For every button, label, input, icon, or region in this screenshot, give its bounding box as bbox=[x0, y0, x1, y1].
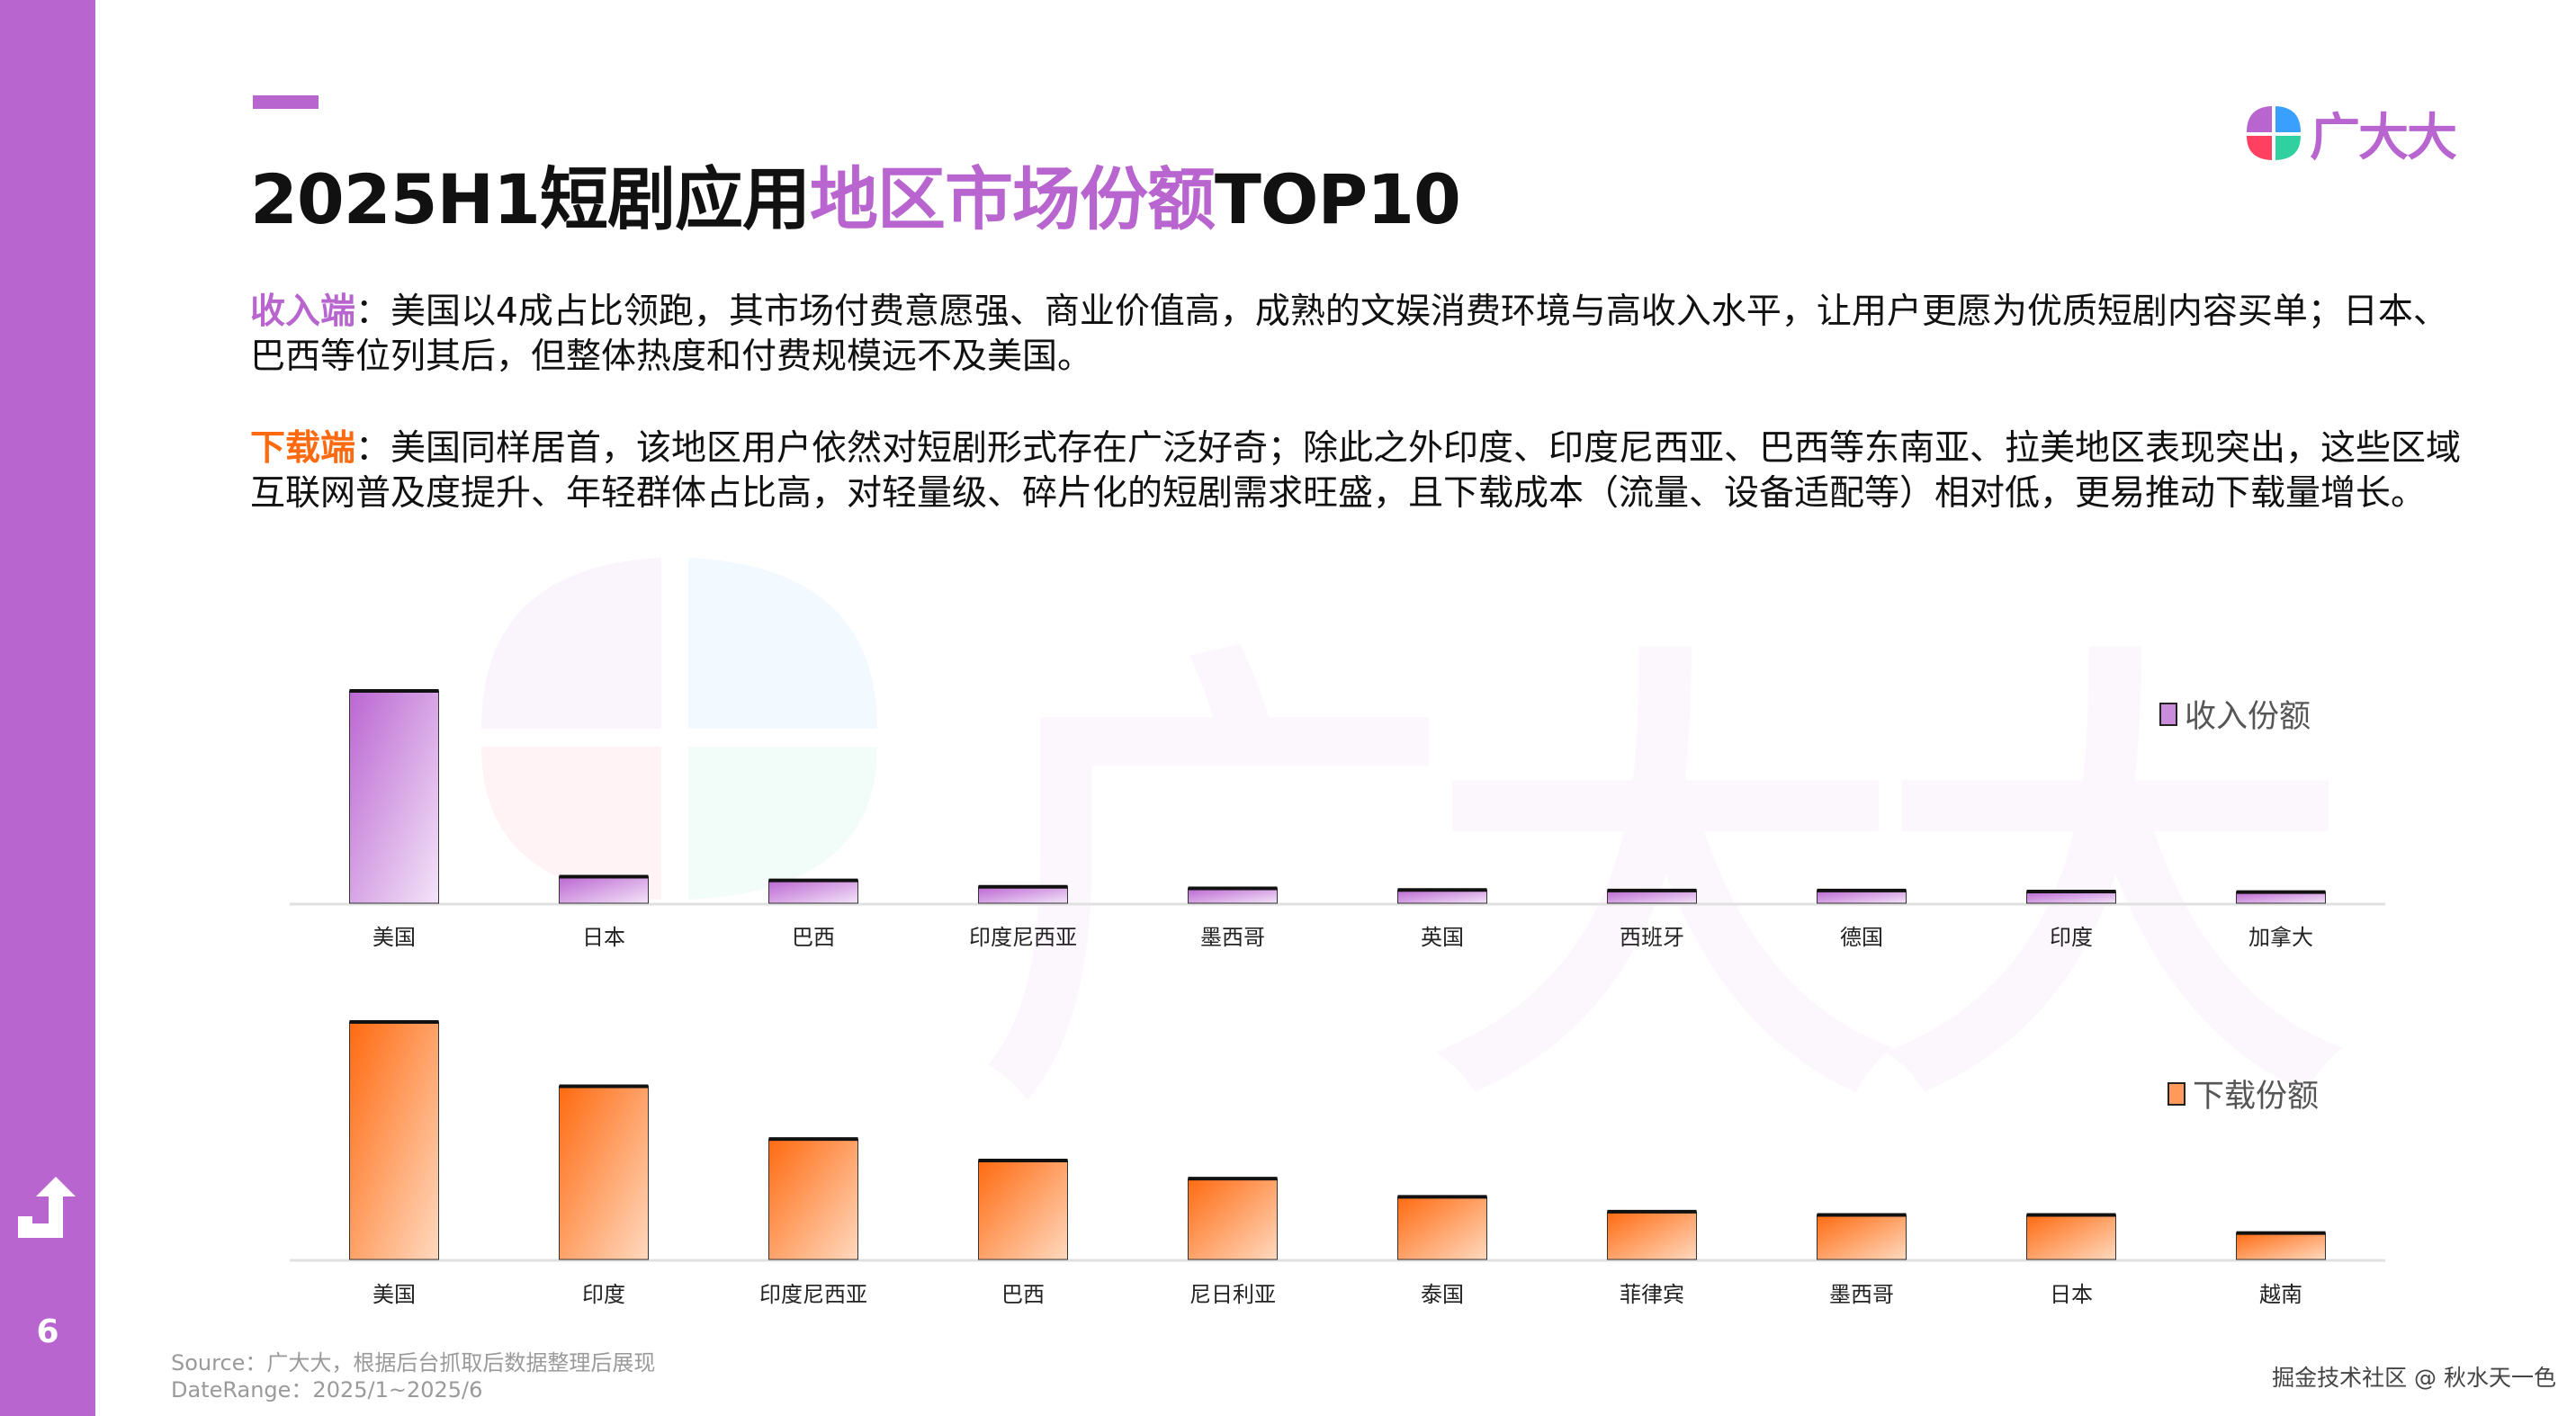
page-title: 2025H1短剧应用地区市场份额TOP10 bbox=[250, 144, 1461, 243]
revenue-bar bbox=[1817, 890, 1907, 904]
source-text: Source：广大大，根据后台抓取后数据整理后展现 bbox=[171, 1350, 656, 1376]
legend-label: 收入份额 bbox=[2185, 699, 2311, 735]
revenue-category-label: 墨西哥 bbox=[1200, 925, 1265, 950]
download-category-label: 巴西 bbox=[1001, 1282, 1045, 1307]
return-arrow-icon[interactable] bbox=[14, 1177, 83, 1245]
watermark-logo-icon bbox=[481, 558, 877, 900]
download-category-label: 日本 bbox=[2050, 1282, 2093, 1307]
download-text: ：美国同样居首，该地区用户依然对短剧形式存在广泛好奇；除此之外印度、印度尼西亚、… bbox=[250, 428, 2462, 514]
revenue-category-label: 印度 bbox=[2050, 925, 2093, 950]
revenue-text: ：美国以4成占比领跑，其市场付费意愿强、商业价值高，成熟的文娱消费环境与高收入水… bbox=[250, 291, 2448, 377]
revenue-category-label: 德国 bbox=[1840, 925, 1883, 950]
download-category-label: 墨西哥 bbox=[1829, 1282, 1894, 1307]
source-note: Source：广大大，根据后台抓取后数据整理后展现 DateRange：2025/… bbox=[171, 1349, 655, 1403]
download-category-label: 美国 bbox=[372, 1282, 416, 1307]
download-bar bbox=[2026, 1214, 2116, 1260]
revenue-label: 收入端 bbox=[250, 291, 356, 332]
legend-revenue: 收入份额 bbox=[2159, 691, 2311, 737]
download-category-label: 尼日利亚 bbox=[1189, 1282, 1276, 1307]
revenue-bar bbox=[1607, 890, 1697, 904]
download-bar bbox=[1607, 1211, 1697, 1260]
revenue-category-label: 日本 bbox=[582, 925, 625, 950]
logo-icon bbox=[2247, 106, 2301, 160]
title-accent-dash bbox=[253, 95, 319, 109]
revenue-bar bbox=[559, 876, 649, 904]
legend-swatch bbox=[2159, 702, 2177, 726]
brand-logo: 广大大 bbox=[2245, 99, 2457, 167]
revenue-category-label: 加拿大 bbox=[2248, 925, 2313, 950]
sidebar-strip bbox=[0, 0, 95, 1416]
revenue-bar bbox=[349, 690, 439, 904]
download-bar bbox=[1188, 1178, 1278, 1260]
title-highlight: 地区市场份额 bbox=[810, 159, 1216, 239]
download-category-label: 菲律宾 bbox=[1620, 1282, 1684, 1307]
credit-watermark: 掘金技术社区 @ 秋水天一色 bbox=[2272, 1365, 2556, 1391]
download-category-label: 印度 bbox=[582, 1282, 625, 1307]
legend-swatch bbox=[2168, 1081, 2186, 1106]
download-bar bbox=[978, 1160, 1068, 1260]
logo-text: 广大大 bbox=[2310, 108, 2457, 167]
revenue-category-label: 西班牙 bbox=[1620, 925, 1684, 950]
download-category-label: 越南 bbox=[2259, 1282, 2302, 1307]
download-bar bbox=[1397, 1196, 1487, 1260]
download-bar bbox=[1817, 1214, 1907, 1260]
revenue-paragraph: 收入端：美国以4成占比领跑，其市场付费意愿强、商业价值高，成熟的文娱消费环境与高… bbox=[250, 290, 2473, 380]
revenue-bar bbox=[1397, 889, 1487, 904]
revenue-category-label: 英国 bbox=[1421, 925, 1464, 950]
download-category-label: 印度尼西亚 bbox=[759, 1282, 867, 1307]
download-category-label: 泰国 bbox=[1421, 1282, 1464, 1307]
download-label: 下载端 bbox=[250, 428, 356, 469]
revenue-category-label: 美国 bbox=[372, 925, 416, 950]
title-part1: 2025H1短剧应用 bbox=[250, 159, 811, 239]
download-bar bbox=[559, 1086, 649, 1260]
revenue-bar bbox=[978, 886, 1068, 904]
revenue-category-label: 印度尼西亚 bbox=[969, 925, 1077, 950]
legend-label: 下载份额 bbox=[2193, 1079, 2320, 1115]
legend-download: 下载份额 bbox=[2168, 1071, 2319, 1116]
revenue-category-label: 巴西 bbox=[792, 925, 835, 950]
revenue-bar bbox=[768, 880, 858, 904]
download-bar bbox=[768, 1138, 858, 1260]
date-range-text: DateRange：2025/1~2025/6 bbox=[171, 1377, 483, 1403]
page-number: 6 bbox=[36, 1313, 59, 1350]
download-bar bbox=[349, 1021, 439, 1260]
download-paragraph: 下载端：美国同样居首，该地区用户依然对短剧形式存在广泛好奇；除此之外印度、印度尼… bbox=[250, 426, 2473, 516]
revenue-bar bbox=[1188, 887, 1278, 904]
watermark-text: 广大大 bbox=[981, 504, 2348, 1181]
title-part2: TOP10 bbox=[1215, 159, 1461, 239]
download-bar bbox=[2236, 1232, 2326, 1260]
